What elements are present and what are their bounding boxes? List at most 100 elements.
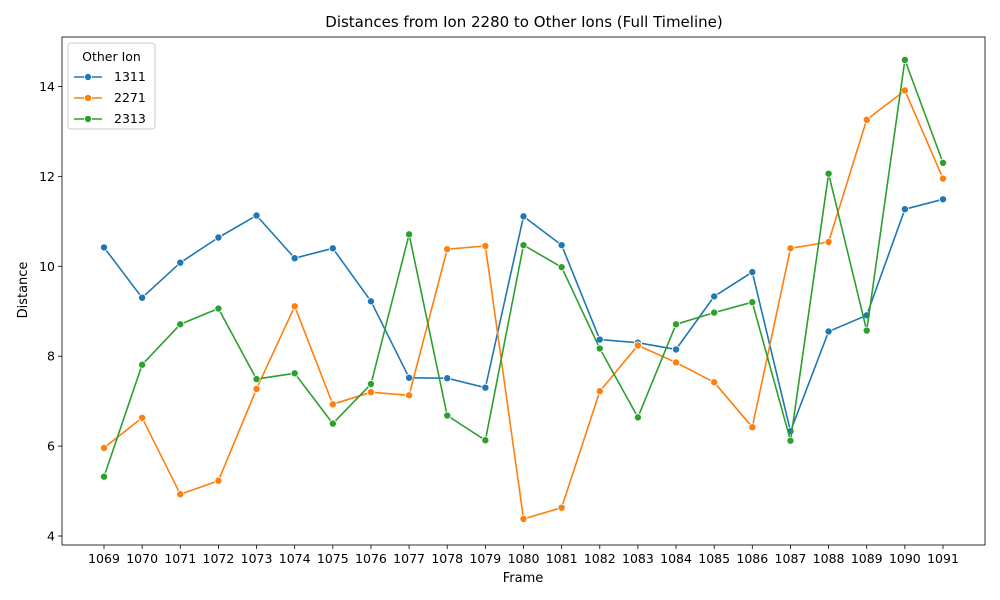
data-point xyxy=(138,413,147,422)
x-tick-label: 1074 xyxy=(279,551,311,566)
plot-area xyxy=(61,36,986,546)
data-point xyxy=(443,245,452,254)
x-tick-label: 1082 xyxy=(584,551,616,566)
legend-label: 1311 xyxy=(114,69,146,84)
x-tick-label: 1090 xyxy=(889,551,921,566)
data-point xyxy=(176,490,185,499)
legend: Other Ion 1311 2271 2313 xyxy=(67,42,156,130)
y-tick-label: 6 xyxy=(47,439,55,454)
x-tick-label: 1085 xyxy=(698,551,730,566)
data-point xyxy=(672,358,681,367)
y-tick-label: 4 xyxy=(47,529,55,544)
data-point xyxy=(405,391,414,400)
data-point xyxy=(557,241,566,250)
data-point xyxy=(900,86,909,95)
series-2313 xyxy=(100,55,948,481)
data-point xyxy=(633,341,642,350)
data-point xyxy=(366,297,375,306)
data-point xyxy=(595,344,604,353)
y-axis: 4 6 8 10 12 14 xyxy=(39,79,62,544)
series-layer xyxy=(100,55,948,523)
data-point xyxy=(443,411,452,420)
data-point xyxy=(862,115,871,124)
data-point xyxy=(748,423,757,432)
data-point xyxy=(824,237,833,246)
x-tick-label: 1073 xyxy=(241,551,273,566)
data-point xyxy=(176,320,185,329)
x-tick-label: 1072 xyxy=(203,551,235,566)
x-tick-label: 1076 xyxy=(355,551,387,566)
data-point xyxy=(748,268,757,277)
series-line xyxy=(103,59,944,477)
x-tick-label: 1079 xyxy=(469,551,501,566)
legend-box xyxy=(67,42,156,130)
series-1311 xyxy=(100,195,948,436)
data-point xyxy=(328,400,337,409)
data-point xyxy=(481,242,490,251)
legend-marker xyxy=(84,115,93,124)
x-tick-label: 1084 xyxy=(660,551,692,566)
series-line xyxy=(103,198,944,433)
x-tick-label: 1081 xyxy=(546,551,578,566)
x-axis: 1069 1070 1071 1072 1073 1074 1075 1076 1077 1078… xyxy=(88,545,959,566)
series-line xyxy=(103,89,944,520)
data-point xyxy=(290,254,299,263)
data-point xyxy=(862,326,871,335)
data-point xyxy=(595,387,604,396)
data-point xyxy=(481,436,490,445)
data-point xyxy=(100,243,109,252)
data-point xyxy=(557,503,566,512)
data-point xyxy=(405,373,414,382)
data-point xyxy=(290,302,299,311)
data-point xyxy=(939,195,948,204)
data-point xyxy=(786,244,795,253)
data-point xyxy=(519,241,528,250)
x-tick-label: 1089 xyxy=(851,551,883,566)
y-tick-label: 12 xyxy=(39,169,55,184)
data-point xyxy=(481,383,490,392)
legend-marker xyxy=(84,73,93,82)
legend-marker xyxy=(84,94,93,103)
legend-title: Other Ion xyxy=(82,49,141,64)
legend-item: 2271 xyxy=(74,90,146,105)
data-point xyxy=(214,233,223,242)
data-point xyxy=(672,320,681,329)
y-axis-label: Distance xyxy=(16,262,31,319)
data-point xyxy=(710,292,719,301)
y-tick-label: 14 xyxy=(39,79,55,94)
data-point xyxy=(214,476,223,485)
data-point xyxy=(519,514,528,523)
series-2271 xyxy=(100,86,948,523)
legend-item: 2313 xyxy=(74,111,146,126)
x-tick-label: 1080 xyxy=(508,551,540,566)
data-point xyxy=(252,375,261,384)
data-point xyxy=(138,293,147,302)
x-tick-label: 1088 xyxy=(813,551,845,566)
x-tick-label: 1087 xyxy=(775,551,807,566)
x-axis-label: Frame xyxy=(503,571,544,586)
x-tick-label: 1086 xyxy=(736,551,768,566)
plot-frame xyxy=(61,36,986,546)
data-point xyxy=(786,436,795,445)
x-tick-label: 1077 xyxy=(393,551,425,566)
data-point xyxy=(900,205,909,214)
x-tick-label: 1091 xyxy=(927,551,959,566)
data-point xyxy=(252,211,261,220)
data-point xyxy=(672,345,681,354)
data-point xyxy=(366,388,375,397)
x-tick-label: 1075 xyxy=(317,551,349,566)
data-point xyxy=(214,304,223,313)
data-point xyxy=(557,263,566,272)
legend-label: 2271 xyxy=(114,90,146,105)
y-tick-label: 10 xyxy=(39,259,55,274)
data-point xyxy=(824,169,833,178)
data-point xyxy=(824,327,833,336)
data-point xyxy=(100,472,109,481)
data-point xyxy=(939,158,948,167)
data-point xyxy=(366,380,375,389)
legend-item: 1311 xyxy=(74,69,146,84)
data-point xyxy=(519,212,528,221)
data-point xyxy=(176,258,185,267)
data-point xyxy=(100,443,109,452)
